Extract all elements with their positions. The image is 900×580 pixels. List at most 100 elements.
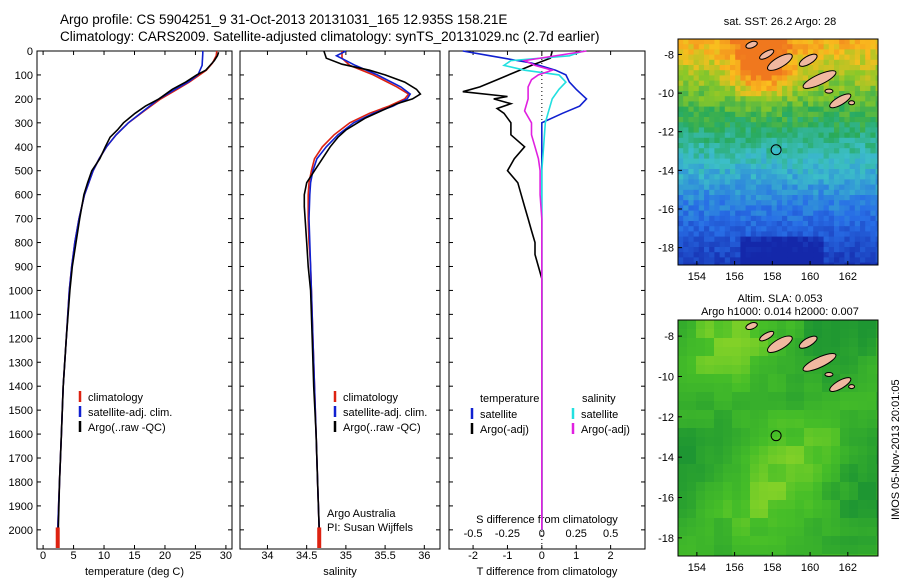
map-cell: [750, 518, 760, 528]
map-cell: [678, 163, 684, 170]
map-cell: [766, 179, 772, 185]
map-cell: [709, 106, 715, 113]
xtick-label: 34: [261, 550, 273, 562]
map-cell: [834, 252, 840, 258]
map-cell: [849, 320, 859, 330]
map-cell: [865, 49, 871, 55]
map-cell: [709, 221, 715, 227]
map-cell: [759, 356, 769, 366]
map-cell: [714, 200, 720, 206]
map-cell: [822, 419, 832, 429]
map-cell: [867, 437, 877, 447]
island: [829, 93, 852, 109]
map-cell: [858, 356, 868, 366]
map-cell: [740, 257, 746, 263]
map-cell: [839, 75, 845, 81]
map-cell: [714, 158, 720, 165]
map-cell: [792, 148, 798, 154]
map-cell: [858, 536, 868, 546]
map-cell: [849, 356, 859, 366]
map-cell: [709, 137, 715, 144]
map-cell: [875, 117, 878, 123]
map-cell: [875, 200, 878, 206]
map-cell: [771, 44, 778, 50]
map-cell: [719, 49, 726, 55]
map-cell: [756, 122, 762, 128]
map-cell: [756, 236, 762, 243]
xtick-label: 34.5: [296, 550, 317, 562]
map-cell: [828, 241, 835, 248]
map-cell: [823, 143, 830, 149]
map-cell: [740, 75, 746, 81]
map-cell: [766, 163, 772, 170]
map-cell: [745, 252, 752, 258]
map-cell: [849, 39, 856, 45]
map-cell: [787, 163, 793, 170]
map-cell: [741, 356, 751, 366]
map-cell: [870, 195, 876, 201]
map-cell: [740, 163, 746, 170]
map-cell: [854, 205, 861, 211]
map-cell: [704, 257, 710, 263]
map-cell: [705, 329, 715, 339]
map-cell: [849, 44, 856, 50]
map-cell: [802, 148, 809, 154]
map-cell: [688, 111, 694, 118]
map-cell: [804, 347, 814, 357]
map-cell: [766, 75, 772, 81]
map-cell: [865, 195, 871, 201]
map-cell: [867, 410, 877, 420]
map-cell: [839, 59, 845, 66]
map-cell: [723, 527, 733, 537]
map-cell: [858, 554, 868, 556]
map-cell: [849, 428, 859, 438]
map-cell: [875, 111, 878, 118]
ytick-label: 2000: [9, 525, 33, 537]
map-cell: [768, 536, 778, 546]
map-cell: [865, 44, 871, 50]
map-cell: [761, 65, 767, 71]
map-cell: [756, 262, 762, 265]
map-cell: [818, 200, 824, 206]
map-cell: [678, 106, 684, 113]
map-cell: [771, 231, 778, 237]
map-cell: [795, 356, 805, 366]
map-cell: [705, 491, 715, 501]
map-cell: [724, 39, 731, 45]
map-cell: [709, 179, 715, 185]
map-cell: [797, 96, 804, 102]
map-cell: [858, 401, 868, 411]
map-cell: [844, 169, 850, 175]
map-cell: [813, 374, 823, 384]
map-cell: [787, 262, 793, 265]
map-cell: [787, 189, 793, 196]
map-cell: [678, 137, 684, 144]
map-cell: [786, 410, 796, 420]
map-cell: [687, 509, 697, 519]
map-cell: [854, 257, 861, 263]
map-cell: [750, 419, 760, 429]
map-cell: [854, 174, 861, 180]
map-cell: [797, 221, 804, 227]
map-cell: [808, 205, 814, 211]
map-cell: [831, 446, 841, 456]
map-cell: [735, 117, 741, 123]
map-cell: [834, 122, 840, 128]
map-cell: [808, 179, 814, 185]
map-cell: [802, 101, 809, 107]
map-xtick-label: 156: [725, 271, 743, 283]
map-cell: [876, 554, 878, 556]
map-cell: [740, 226, 746, 232]
map-cell: [782, 137, 788, 144]
map-xtick-label: 162: [839, 562, 857, 574]
map-cell: [745, 189, 752, 196]
map-cell: [719, 106, 726, 113]
map-cell: [771, 210, 778, 217]
map-cell: [766, 96, 772, 102]
map-cell: [782, 70, 788, 76]
map-cell: [714, 117, 720, 123]
map-cell: [844, 174, 850, 180]
map-cell: [759, 419, 769, 429]
map-cell: [808, 189, 814, 196]
map-cell: [792, 257, 798, 263]
